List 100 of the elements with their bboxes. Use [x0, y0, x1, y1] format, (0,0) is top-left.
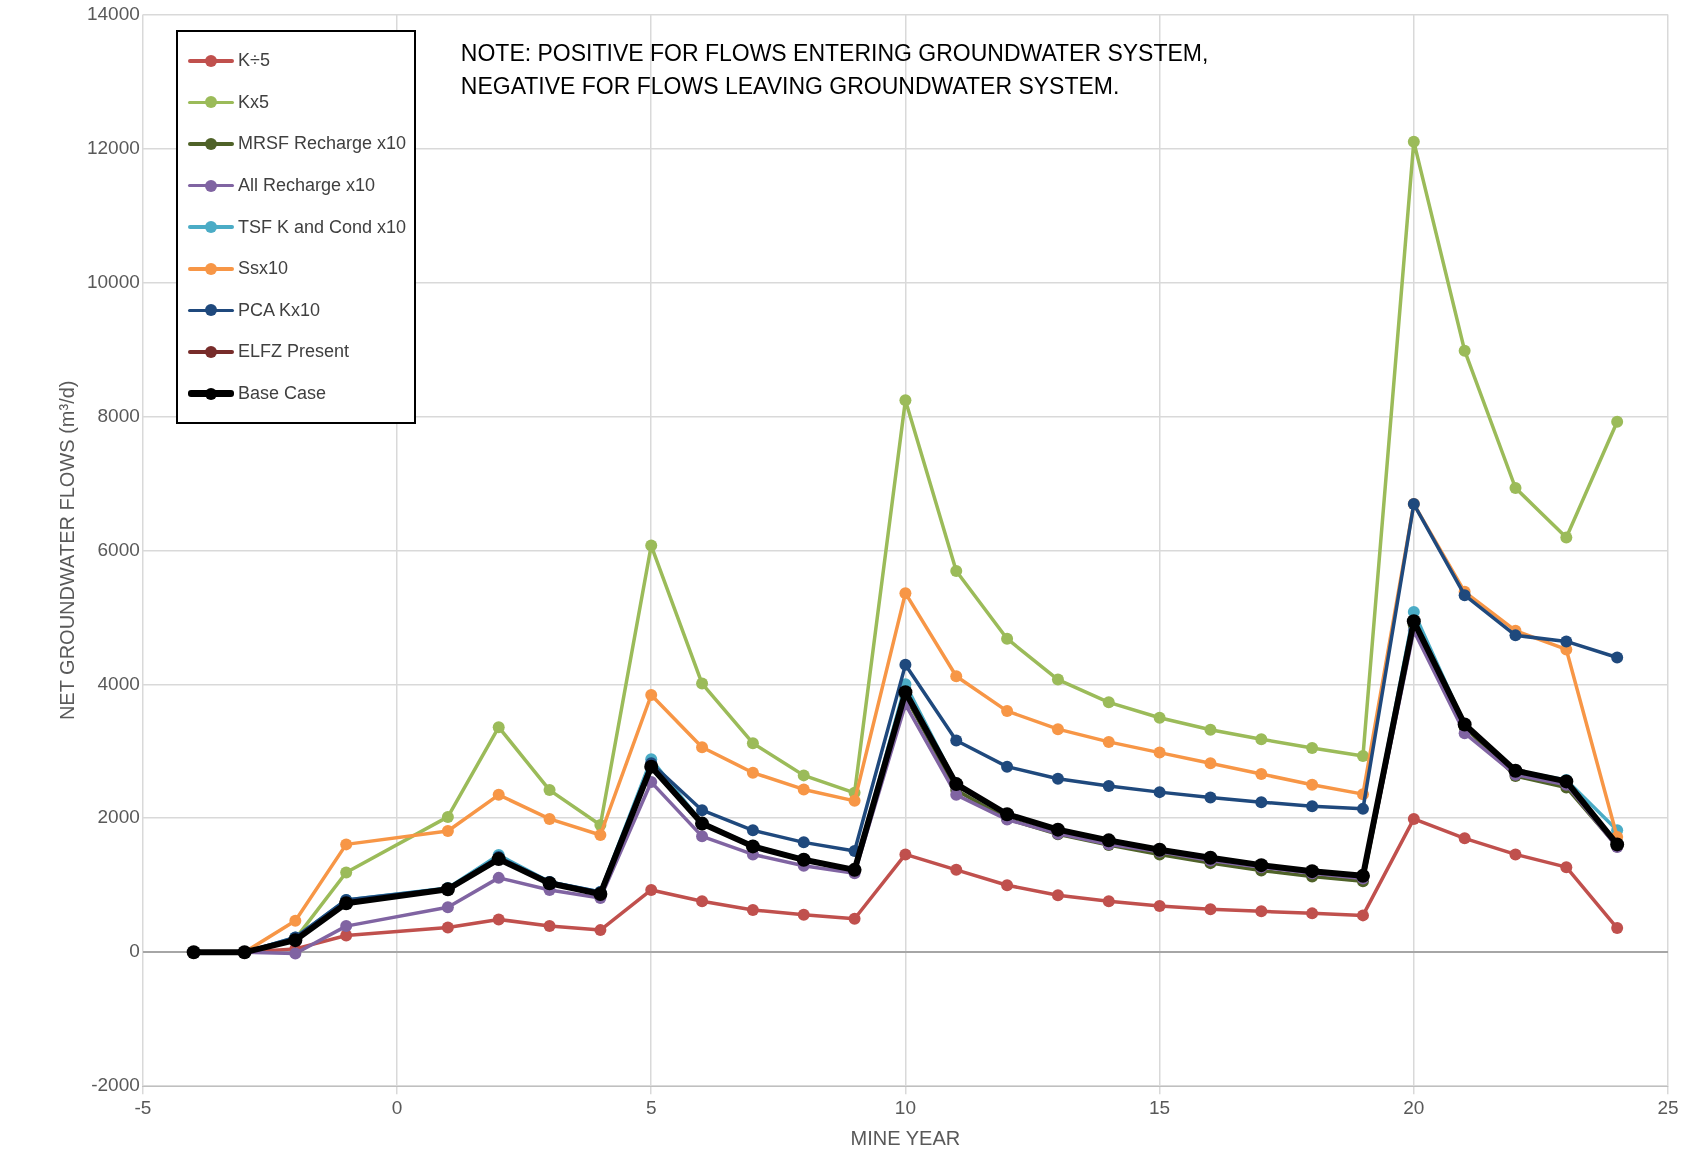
y-tick-label: 0 [129, 940, 140, 962]
point [543, 784, 556, 797]
point [696, 830, 709, 843]
point [797, 908, 810, 921]
point [1306, 778, 1319, 791]
point [899, 658, 912, 671]
legend-label: PCA Kx10 [238, 299, 321, 321]
x-tick-label: 0 [391, 1096, 403, 1118]
point [797, 836, 810, 849]
point [797, 769, 810, 782]
point [1051, 673, 1064, 686]
point [1406, 614, 1421, 629]
point [645, 539, 658, 552]
annotation: NEGATIVE FOR FLOWS LEAVING GROUNDWATER SYSTEM. [460, 72, 1120, 99]
point [1102, 780, 1115, 793]
point [746, 824, 759, 837]
point [1560, 635, 1573, 648]
x-tick-label: 5 [645, 1096, 657, 1118]
point [746, 737, 759, 750]
point [492, 871, 505, 884]
legend-label: Kx5 [238, 91, 270, 113]
point [1204, 903, 1217, 916]
point [340, 838, 353, 851]
y-tick-label: 4000 [97, 672, 140, 694]
point [1611, 922, 1624, 935]
point [289, 947, 302, 960]
point [645, 688, 658, 701]
point [746, 904, 759, 917]
point [340, 866, 353, 879]
point [1255, 768, 1268, 781]
point [441, 901, 454, 914]
point [492, 788, 505, 801]
point [1306, 907, 1319, 920]
y-tick-label: 6000 [97, 538, 140, 560]
point [1204, 723, 1217, 736]
y-tick-label: -2000 [91, 1074, 140, 1096]
point [1255, 796, 1268, 809]
point [696, 804, 709, 817]
x-tick-label: 20 [1403, 1096, 1425, 1118]
point [645, 883, 658, 896]
legend-label: ELFZ Present [238, 341, 350, 363]
y-tick-label: 8000 [97, 404, 140, 426]
point [1356, 909, 1369, 922]
point [899, 394, 912, 407]
point [1306, 741, 1319, 754]
point [1611, 651, 1624, 664]
y-tick-label: 10000 [86, 270, 140, 292]
x-tick-label: 25 [1657, 1096, 1679, 1118]
point [441, 824, 454, 837]
point [543, 920, 556, 933]
point [696, 677, 709, 690]
point [1001, 760, 1014, 773]
y-tick-label: 14000 [86, 2, 140, 24]
x-tick-label: -5 [134, 1096, 152, 1118]
point [543, 812, 556, 825]
legend-label: K÷5 [238, 50, 270, 72]
point [899, 848, 912, 861]
point [492, 913, 505, 926]
point [696, 741, 709, 754]
point [899, 587, 912, 600]
point [1255, 733, 1268, 746]
point [1509, 848, 1522, 861]
point [1153, 900, 1166, 912]
point [1051, 772, 1064, 785]
point [1153, 746, 1166, 759]
point [1102, 735, 1115, 748]
point [848, 912, 861, 925]
point [950, 863, 963, 876]
point [1001, 879, 1014, 892]
point [1001, 705, 1014, 718]
point [1611, 415, 1624, 428]
point [1356, 749, 1369, 762]
point [289, 914, 302, 927]
point [1153, 786, 1166, 799]
point [1102, 696, 1115, 709]
x-axis-title: MINE YEAR [850, 1126, 961, 1149]
legend-label: TSF K and Cond x10 [238, 216, 407, 238]
point [1153, 711, 1166, 724]
point [1204, 757, 1217, 770]
point [848, 794, 861, 807]
annotation: NOTE: POSITIVE FOR FLOWS ENTERING GROUNDWATER SYSTEM, [460, 39, 1209, 66]
point [1051, 723, 1064, 736]
y-axis-title: NET GROUNDWATER FLOWS (m³/d) [55, 380, 78, 721]
legend-label: All Recharge x10 [238, 175, 376, 197]
point [594, 829, 607, 841]
point [340, 920, 353, 933]
point [594, 924, 607, 937]
point [1560, 861, 1573, 874]
point [1204, 791, 1217, 804]
point [950, 565, 963, 578]
legend-label: Base Case [238, 383, 327, 405]
point [797, 783, 810, 796]
point [1560, 531, 1573, 544]
point [1051, 889, 1064, 902]
y-tick-label: 2000 [97, 806, 140, 828]
point [1509, 482, 1522, 494]
point [1255, 905, 1268, 918]
point [950, 670, 963, 683]
point [696, 895, 709, 908]
point [1458, 344, 1471, 357]
